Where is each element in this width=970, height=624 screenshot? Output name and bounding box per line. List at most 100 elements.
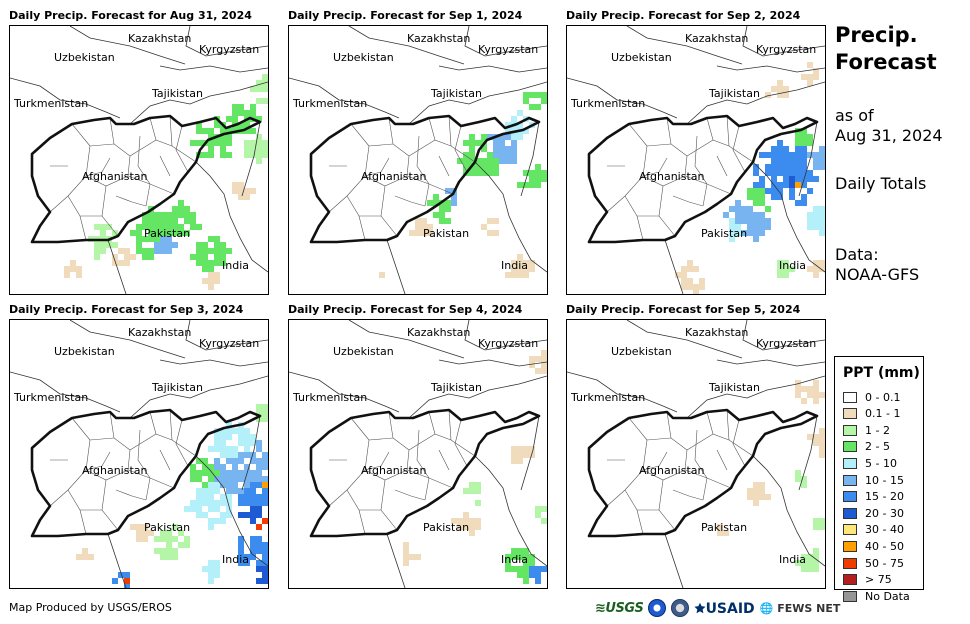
legend-item: No Data xyxy=(843,589,910,603)
province-boundary xyxy=(89,143,115,147)
province-boundary xyxy=(686,139,714,157)
map-credit: Map Produced by USGS/EROS xyxy=(9,601,172,614)
province-boundary xyxy=(380,185,398,237)
legend-item: > 75 xyxy=(843,573,892,587)
map-canvas xyxy=(10,26,268,294)
legend-label: > 75 xyxy=(865,573,892,587)
country-border xyxy=(742,320,825,351)
legend-swatch xyxy=(843,590,857,602)
province-boundary xyxy=(454,419,468,467)
province-boundary xyxy=(85,157,111,177)
province-boundary xyxy=(89,437,115,441)
country-border xyxy=(289,371,400,413)
province-boundary xyxy=(658,479,676,531)
province-boundary xyxy=(424,183,430,207)
label-afghanistan: Afghanistan xyxy=(82,464,148,477)
country-border xyxy=(798,415,818,491)
afghanistan-outline xyxy=(309,408,541,538)
province-boundary xyxy=(364,157,390,177)
province-boundary xyxy=(686,433,714,451)
country-border xyxy=(107,239,127,294)
side-title-line2: Forecast xyxy=(835,50,937,74)
country-border xyxy=(520,121,540,197)
province-boundary xyxy=(702,183,708,207)
province-boundary xyxy=(666,117,688,177)
legend-label: 30 - 40 xyxy=(865,523,904,537)
as-of-line2: Aug 31, 2024 xyxy=(835,126,943,145)
label-afghanistan: Afghanistan xyxy=(361,170,427,183)
province-boundary xyxy=(85,451,111,471)
label-turkmenistan: Turkmenistan xyxy=(571,97,646,110)
province-boundary xyxy=(346,195,366,241)
province-boundary xyxy=(454,125,468,173)
country-border xyxy=(129,81,268,125)
afghanistan-outline xyxy=(587,408,819,538)
afghanistan-outline xyxy=(30,408,262,538)
province-boundary xyxy=(388,117,410,177)
label-india: India xyxy=(779,259,806,272)
province-boundary xyxy=(149,117,197,163)
label-india: India xyxy=(222,553,249,566)
panel-title: Daily Precip. Forecast for Sep 1, 2024 xyxy=(288,9,523,22)
legend-item: 40 - 50 xyxy=(843,539,904,553)
label-pakistan: Pakistan xyxy=(701,227,748,240)
country-border xyxy=(386,239,406,294)
province-boundary xyxy=(408,139,436,157)
side-title-line1: Precip. xyxy=(835,23,918,47)
precip-raster xyxy=(403,350,547,584)
label-kyrgyzstan: Kyrgyzstan xyxy=(199,337,260,350)
province-boundary xyxy=(137,135,151,185)
legend-item: 10 - 15 xyxy=(843,473,904,487)
province-boundary xyxy=(380,479,398,531)
country-border xyxy=(464,320,547,351)
province-boundary xyxy=(706,411,754,457)
label-afghanistan: Afghanistan xyxy=(82,170,148,183)
label-pakistan: Pakistan xyxy=(144,521,191,534)
legend-item: 5 - 10 xyxy=(843,456,897,470)
country-border xyxy=(10,77,121,119)
as-of-line1: as of xyxy=(835,106,874,125)
label-tajikistan: Tajikistan xyxy=(431,381,482,394)
country-border xyxy=(664,239,684,294)
label-tajikistan: Tajikistan xyxy=(431,87,482,100)
legend-label: 40 - 50 xyxy=(865,539,904,553)
map-canvas xyxy=(10,320,268,588)
country-border xyxy=(195,455,268,567)
label-uzbekistan: Uzbekistan xyxy=(611,51,672,64)
province-boundary xyxy=(101,479,119,531)
panel-title: Daily Precip. Forecast for Sep 5, 2024 xyxy=(566,303,801,316)
country-border xyxy=(10,371,121,413)
province-boundary xyxy=(416,135,430,185)
usaid-logo: 🟊USAID xyxy=(694,600,755,617)
province-boundary xyxy=(159,155,171,177)
as-of-date: as of Aug 31, 2024 xyxy=(835,106,943,146)
data-source-line2: NOAA-GFS xyxy=(835,265,920,284)
fews-net-logo: 🌐 FEWS NET xyxy=(759,601,841,615)
legend-item: 0 - 0.1 xyxy=(843,390,900,404)
legend-label: 20 - 30 xyxy=(865,506,904,520)
forecast-map-sep5: Kazakhstan Uzbekistan Kyrgyzstan Tajikis… xyxy=(566,319,826,589)
country-border xyxy=(520,415,540,491)
data-source-line1: Data: xyxy=(835,245,879,264)
precip-raster xyxy=(76,404,268,588)
label-turkmenistan: Turkmenistan xyxy=(293,391,368,404)
province-boundary xyxy=(624,195,644,241)
province-boundary xyxy=(388,411,410,471)
province-boundary xyxy=(364,451,390,471)
country-border xyxy=(69,26,186,65)
province-boundary xyxy=(424,477,430,501)
label-turkmenistan: Turkmenistan xyxy=(14,391,89,404)
label-kyrgyzstan: Kyrgyzstan xyxy=(478,337,539,350)
province-boundary xyxy=(368,143,394,147)
province-boundary xyxy=(448,409,452,441)
label-tajikistan: Tajikistan xyxy=(152,381,203,394)
label-kyrgyzstan: Kyrgyzstan xyxy=(756,337,817,350)
data-source: Data: NOAA-GFS xyxy=(835,245,919,285)
province-boundary xyxy=(726,115,730,147)
label-tajikistan: Tajikistan xyxy=(709,87,760,100)
daily-totals: Daily Totals xyxy=(835,174,927,193)
forecast-map-sep3: Kazakhstan Uzbekistan Kyrgyzstan Tajikis… xyxy=(9,319,269,589)
province-boundary xyxy=(672,195,704,207)
label-kazakhstan: Kazakhstan xyxy=(407,326,471,339)
country-border xyxy=(664,533,684,588)
